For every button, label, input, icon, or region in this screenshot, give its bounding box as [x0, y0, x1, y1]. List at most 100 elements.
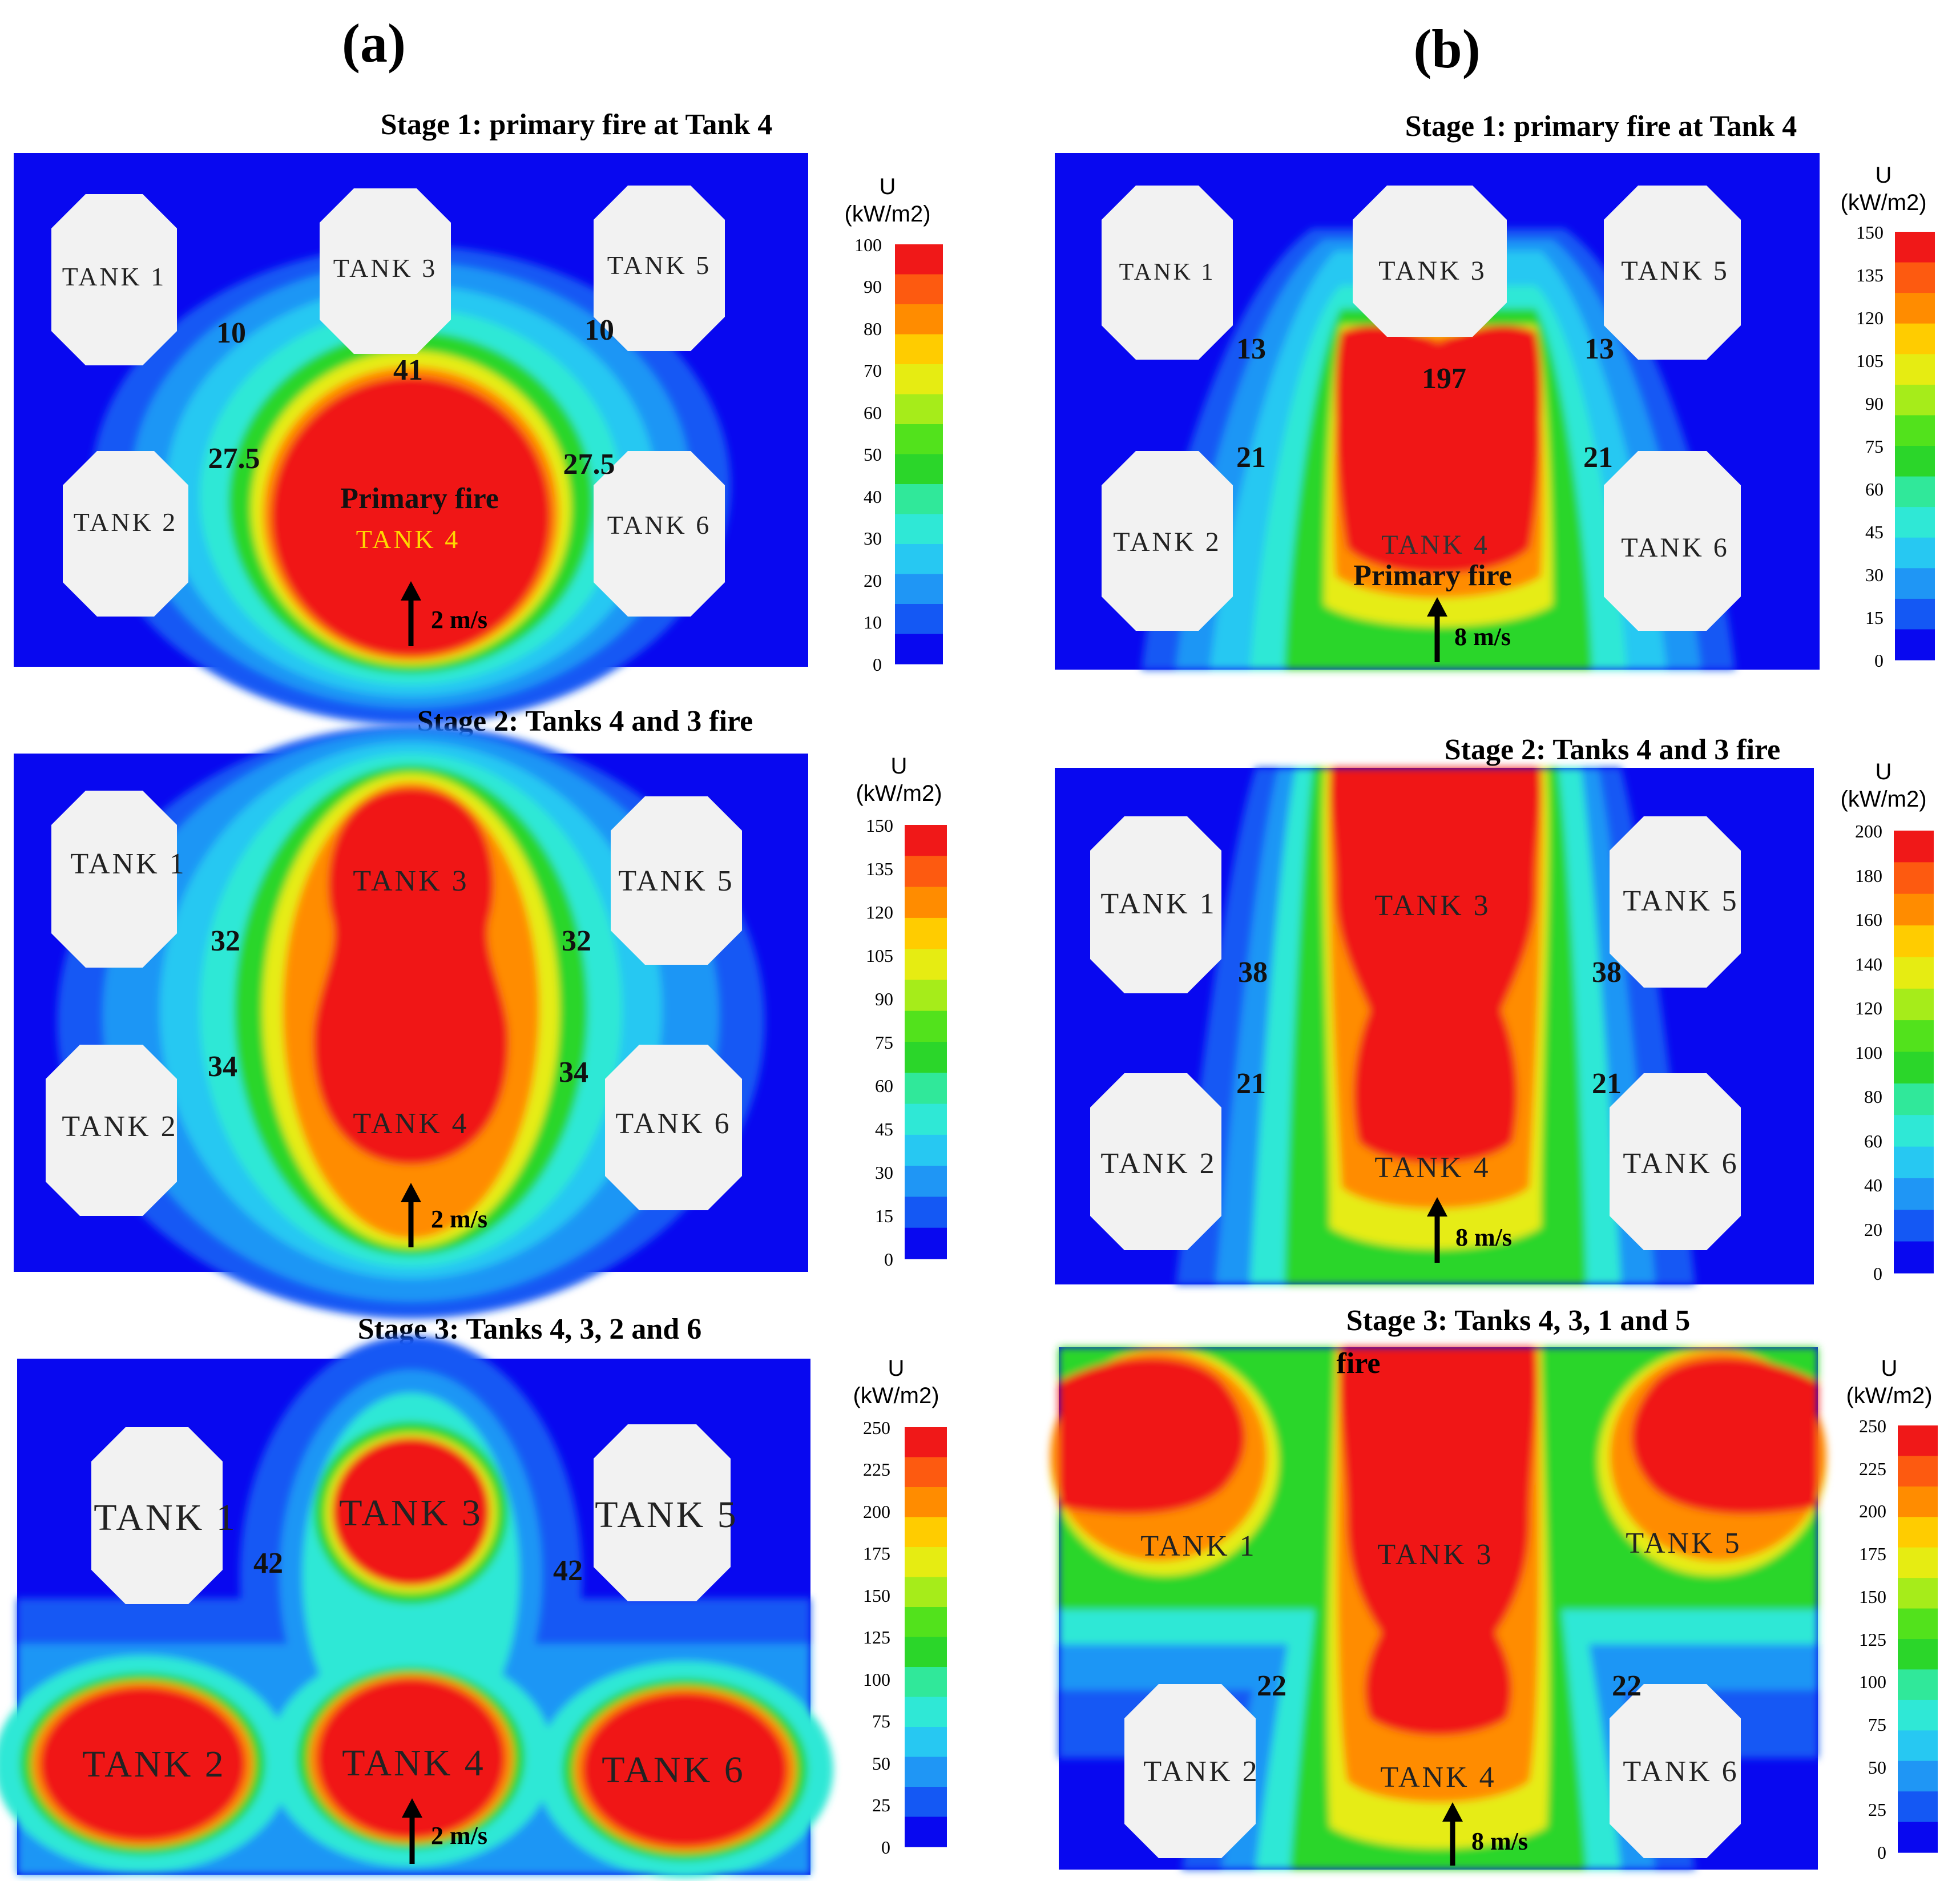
colorbar-segment	[905, 1042, 947, 1073]
colorbar-tick: 50	[872, 1753, 890, 1774]
panel-a1-tanks	[51, 186, 725, 617]
colorbar-segment	[895, 364, 943, 395]
colorbar-tick: 120	[866, 902, 893, 923]
colorbar-segment	[905, 1727, 947, 1758]
colorbar-tick: 40	[1864, 1175, 1882, 1195]
value-label: 10	[584, 314, 614, 347]
colorbar-segment	[1895, 446, 1935, 477]
wind-speed-label: 8 m/s	[1455, 1223, 1512, 1251]
colorbar-segment	[905, 1757, 947, 1787]
tank-1	[91, 1427, 223, 1604]
colorbar-tick: 135	[1856, 265, 1884, 285]
colorbar-segment	[895, 634, 943, 664]
colorbar-segment	[895, 304, 943, 335]
tank-6	[594, 451, 725, 617]
colorbar-tick: 25	[872, 1795, 890, 1815]
panel-a2-tanks	[46, 791, 742, 1216]
tank-6-label: TANK 6	[615, 1107, 731, 1140]
tank-5-label: TANK 5	[618, 865, 734, 897]
colorbar-segment	[1898, 1639, 1938, 1670]
colorbar-segment	[1894, 988, 1934, 1021]
primary-fire-label: Primary fire	[1353, 559, 1512, 592]
wind-arrow	[401, 581, 421, 646]
colorbar-unit: (kW/m2)	[1846, 1383, 1932, 1408]
colorbar-segment	[905, 1816, 947, 1847]
colorbar-segment	[905, 917, 947, 949]
colorbar-tick: 20	[864, 570, 882, 591]
colorbar-segment	[1895, 293, 1935, 324]
tank-5	[1610, 816, 1741, 988]
colorbar-segment	[895, 394, 943, 425]
colorbar-segment	[895, 484, 943, 515]
colorbar-tick: 80	[1864, 1086, 1882, 1107]
colorbar-tick: 250	[1859, 1416, 1886, 1436]
colorbar-tick: 225	[863, 1459, 890, 1480]
colorbar-tick: 75	[875, 1032, 893, 1053]
colorbar-segment	[905, 1227, 947, 1259]
colorbar-segment	[1894, 957, 1934, 989]
tank-5-label: TANK 5	[1621, 256, 1729, 286]
colorbar-segment	[1898, 1699, 1938, 1731]
value-label: 10	[216, 317, 246, 349]
colorbar-segment	[895, 544, 943, 575]
colorbar-tick: 60	[1865, 479, 1884, 500]
panel-b2-tanks	[1090, 816, 1741, 1250]
tank-4-label: TANK 4	[353, 1107, 469, 1140]
value-label: 22	[1257, 1670, 1286, 1702]
colorbar-tick: 60	[864, 402, 882, 423]
colorbar-segment	[1894, 1115, 1934, 1147]
colorbar-tick: 125	[863, 1627, 890, 1648]
tank-2	[1124, 1684, 1256, 1858]
colorbar-tick: 100	[863, 1669, 890, 1690]
colorbar-tick: 120	[1856, 308, 1884, 328]
colorbar-tick: 70	[864, 360, 882, 381]
colorbar-tick: 45	[1865, 522, 1884, 542]
colorbar-tick: 100	[1855, 1042, 1882, 1063]
colorbar-tick: 180	[1855, 865, 1882, 886]
value-label: 42	[253, 1547, 283, 1580]
tank-2-label: TANK 2	[1100, 1147, 1216, 1180]
tank-5	[1604, 186, 1741, 360]
tank-1	[51, 791, 177, 968]
panel-b3-heat-contours	[1050, 1347, 1826, 1870]
colorbar-tick: 75	[1865, 436, 1884, 457]
panel-b2-colorbar: U (kW/m2) 200 180 160 140 120 100 80 60 …	[1840, 759, 1934, 1284]
colorbar-segment	[1894, 925, 1934, 958]
colorbar-unit: (kW/m2)	[1840, 787, 1926, 812]
colorbar-title: U	[1876, 759, 1892, 784]
panel-a1-colorbar: U (kW/m2) 100 90 80 70 60 50 40 30 20 10…	[844, 174, 943, 675]
colorbar-segment	[1895, 598, 1935, 630]
tank-5	[611, 796, 742, 965]
panel-a3-heat-contours	[0, 1336, 833, 1878]
colorbar-title: U	[1876, 163, 1892, 188]
tank-2	[1102, 451, 1233, 631]
colorbar-segment	[1894, 893, 1934, 926]
panel-b3-colorbar: U (kW/m2) 250 225 200 175 150 125 100 75…	[1846, 1356, 1938, 1863]
tank-2-label: TANK 2	[82, 1743, 226, 1785]
tank-2-label: TANK 2	[1143, 1755, 1259, 1788]
colorbar-segment	[895, 574, 943, 605]
colorbar-segment	[905, 1457, 947, 1488]
colorbar-tick: 140	[1855, 954, 1882, 974]
colorbar-tick: 175	[863, 1543, 890, 1564]
tank-4-label: TANK 4	[1374, 1151, 1490, 1184]
tank-1	[51, 194, 177, 365]
wind-speed-label: 8 m/s	[1454, 623, 1511, 651]
colorbar-tick: 75	[1868, 1714, 1886, 1735]
colorbar-segment	[905, 1134, 947, 1166]
colorbar-segment	[905, 1637, 947, 1667]
wind-speed-label: 2 m/s	[431, 1205, 487, 1233]
colorbar-segment	[895, 244, 943, 275]
panel-b3-title: Stage 3: Tanks 4, 3, 1 and 5	[1346, 1304, 1691, 1337]
panel-a2-stage-2: Stage 2: Tanks 4 and 3 fire TANK 1 TANK …	[14, 705, 947, 1319]
colorbar-segment	[1895, 537, 1935, 569]
colorbar-segment	[905, 980, 947, 1012]
colorbar-unit: (kW/m2)	[853, 1383, 939, 1408]
tank-6	[605, 1045, 742, 1210]
colorbar-segment	[1895, 415, 1935, 446]
colorbar-tick: 40	[864, 486, 882, 507]
colorbar-tick: 120	[1855, 998, 1882, 1018]
label-b: (b)	[1413, 18, 1480, 79]
colorbar-tick: 0	[881, 1837, 890, 1858]
